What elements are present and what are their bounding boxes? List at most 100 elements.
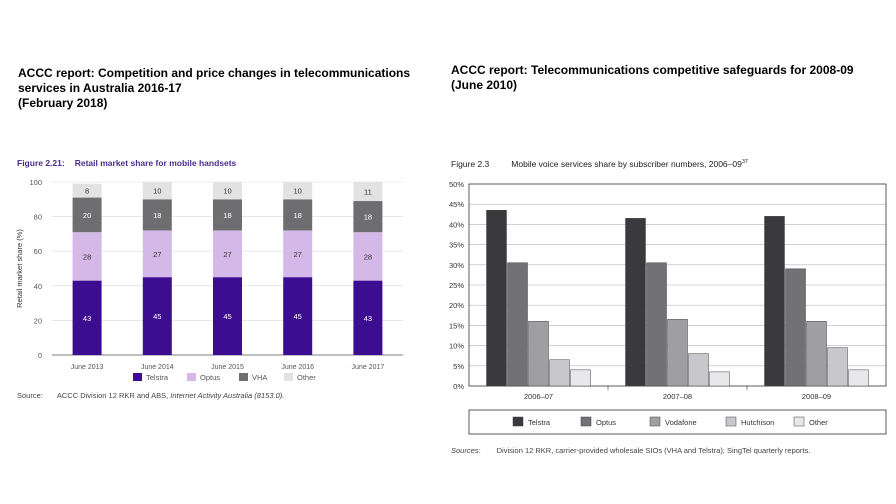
bar-telstra bbox=[625, 218, 646, 387]
right-figure-title: Figure 2.3 Mobile voice services share by… bbox=[451, 159, 748, 169]
bar-vodafone bbox=[806, 321, 827, 387]
data-label: 20 bbox=[83, 211, 91, 220]
data-label: 28 bbox=[364, 252, 372, 261]
bar-segment-vha bbox=[142, 199, 172, 231]
bar-hutchison bbox=[827, 347, 848, 387]
x-tick-label: 2006–07 bbox=[524, 392, 553, 401]
left-figure-number: Figure 2.21: bbox=[17, 158, 65, 168]
legend-label: Optus bbox=[596, 418, 616, 427]
right-figure-number: Figure 2.3 bbox=[451, 159, 490, 169]
left-source-note: Source: ACCC Division 12 RKR and ABS, Int… bbox=[17, 391, 284, 400]
bar-segment-vha bbox=[72, 197, 102, 233]
data-label: 10 bbox=[223, 187, 231, 196]
bar-segment-optus bbox=[142, 230, 172, 278]
legend-swatch-optus bbox=[580, 416, 592, 427]
y-tick-label: 20% bbox=[449, 301, 464, 310]
legend-swatch-other bbox=[793, 416, 805, 427]
legend-label: Telstra bbox=[528, 418, 551, 427]
left-source-italic: Internet Activity Australia (8153.0). bbox=[170, 391, 285, 400]
x-tick-label: 2008–09 bbox=[802, 392, 831, 401]
y-tick-label: 0% bbox=[453, 382, 464, 391]
bar-segment-telstra bbox=[213, 277, 242, 355]
data-label: 28 bbox=[83, 252, 91, 261]
bar-other bbox=[709, 371, 730, 387]
bar-optus bbox=[507, 262, 528, 387]
legend-label: Vodafone bbox=[665, 418, 697, 427]
bar-hutchison bbox=[549, 359, 570, 387]
legend-label: Telstra bbox=[146, 373, 169, 382]
left-heading-line-1: ACCC report: Competition and price chang… bbox=[18, 66, 411, 80]
bar-other bbox=[570, 369, 591, 387]
legend-swatch-vha bbox=[239, 373, 248, 381]
left-source-label: Source: bbox=[17, 391, 43, 400]
y-tick-label: 15% bbox=[449, 321, 464, 330]
right-source-text: Division 12 RKR, carrier-provided wholes… bbox=[496, 446, 811, 455]
legend-label: VHA bbox=[252, 373, 267, 382]
bar-optus bbox=[646, 262, 667, 387]
x-tick-label: 2007–08 bbox=[663, 392, 692, 401]
y-tick-label: 60 bbox=[34, 247, 42, 256]
data-label: 45 bbox=[294, 312, 302, 321]
legend-swatch-other bbox=[284, 373, 293, 381]
left-figure-title: Figure 2.21: Retail market share for mobi… bbox=[17, 158, 236, 168]
x-tick-label: June 2013 bbox=[71, 364, 104, 371]
data-label: 18 bbox=[223, 211, 231, 220]
legend-label: Other bbox=[297, 373, 316, 382]
legend-swatch-telstra bbox=[133, 373, 142, 381]
bar-segment-vha bbox=[283, 199, 313, 231]
bar-segment-vha bbox=[353, 201, 383, 233]
data-label: 27 bbox=[223, 250, 231, 259]
x-tick-label: June 2016 bbox=[281, 364, 314, 371]
legend-swatch-hutchison bbox=[725, 416, 737, 427]
x-tick-label: June 2015 bbox=[211, 364, 244, 371]
data-label: 45 bbox=[153, 312, 161, 321]
y-tick-label: 40 bbox=[34, 282, 42, 291]
y-tick-label: 50% bbox=[449, 180, 464, 189]
bar-segment-optus bbox=[283, 230, 313, 278]
bar-segment-other bbox=[213, 182, 242, 200]
left-report-heading: ACCC report: Competition and price chang… bbox=[18, 66, 410, 111]
y-tick-label: 20 bbox=[34, 316, 42, 325]
right-source-label: Sources: bbox=[451, 446, 481, 455]
left-figure-title-text: Retail market share for mobile handsets bbox=[74, 158, 237, 168]
data-label: 18 bbox=[364, 213, 372, 222]
y-axis-title: Retail market share (%) bbox=[15, 229, 24, 308]
bar-other bbox=[848, 369, 869, 387]
legend-label: Other bbox=[809, 418, 828, 427]
data-label: 18 bbox=[294, 211, 302, 220]
y-tick-label: 35% bbox=[449, 241, 464, 250]
bar-segment-optus bbox=[213, 230, 242, 278]
bar-vodafone bbox=[528, 321, 549, 387]
data-label: 11 bbox=[364, 188, 372, 197]
bar-segment-other bbox=[283, 182, 313, 200]
y-tick-label: 30% bbox=[449, 261, 464, 270]
right-figure-footnote-ref: 37 bbox=[741, 159, 748, 165]
data-label: 43 bbox=[83, 314, 91, 323]
y-tick-label: 25% bbox=[449, 281, 464, 290]
data-label: 45 bbox=[223, 312, 231, 321]
right-heading-line-1: ACCC report: Telecommunications competit… bbox=[451, 63, 854, 77]
left-heading-line-3: (February 2018) bbox=[18, 96, 108, 110]
bar-segment-vha bbox=[213, 199, 242, 231]
right-figure-title-text: Mobile voice services share by subscribe… bbox=[511, 159, 742, 169]
bar-telstra bbox=[764, 216, 785, 387]
data-label: 8 bbox=[85, 187, 89, 196]
legend-swatch-optus bbox=[187, 373, 196, 381]
y-tick-label: 5% bbox=[453, 362, 464, 371]
bar-segment-telstra bbox=[72, 280, 102, 355]
y-tick-label: 45% bbox=[449, 200, 464, 209]
bar-segment-other bbox=[142, 182, 172, 200]
y-tick-label: 80 bbox=[34, 213, 42, 222]
left-source-text: ACCC Division 12 RKR and ABS, bbox=[56, 391, 171, 400]
data-label: 27 bbox=[153, 250, 161, 259]
x-tick-label: June 2014 bbox=[141, 364, 174, 371]
y-tick-label: 100 bbox=[29, 178, 42, 187]
right-heading-line-2: (June 2010) bbox=[451, 78, 518, 92]
bar-vodafone bbox=[667, 319, 688, 387]
bar-segment-other bbox=[72, 183, 102, 198]
legend-label: Optus bbox=[200, 373, 220, 382]
y-tick-label: 40% bbox=[449, 220, 464, 229]
bar-segment-optus bbox=[353, 232, 383, 281]
